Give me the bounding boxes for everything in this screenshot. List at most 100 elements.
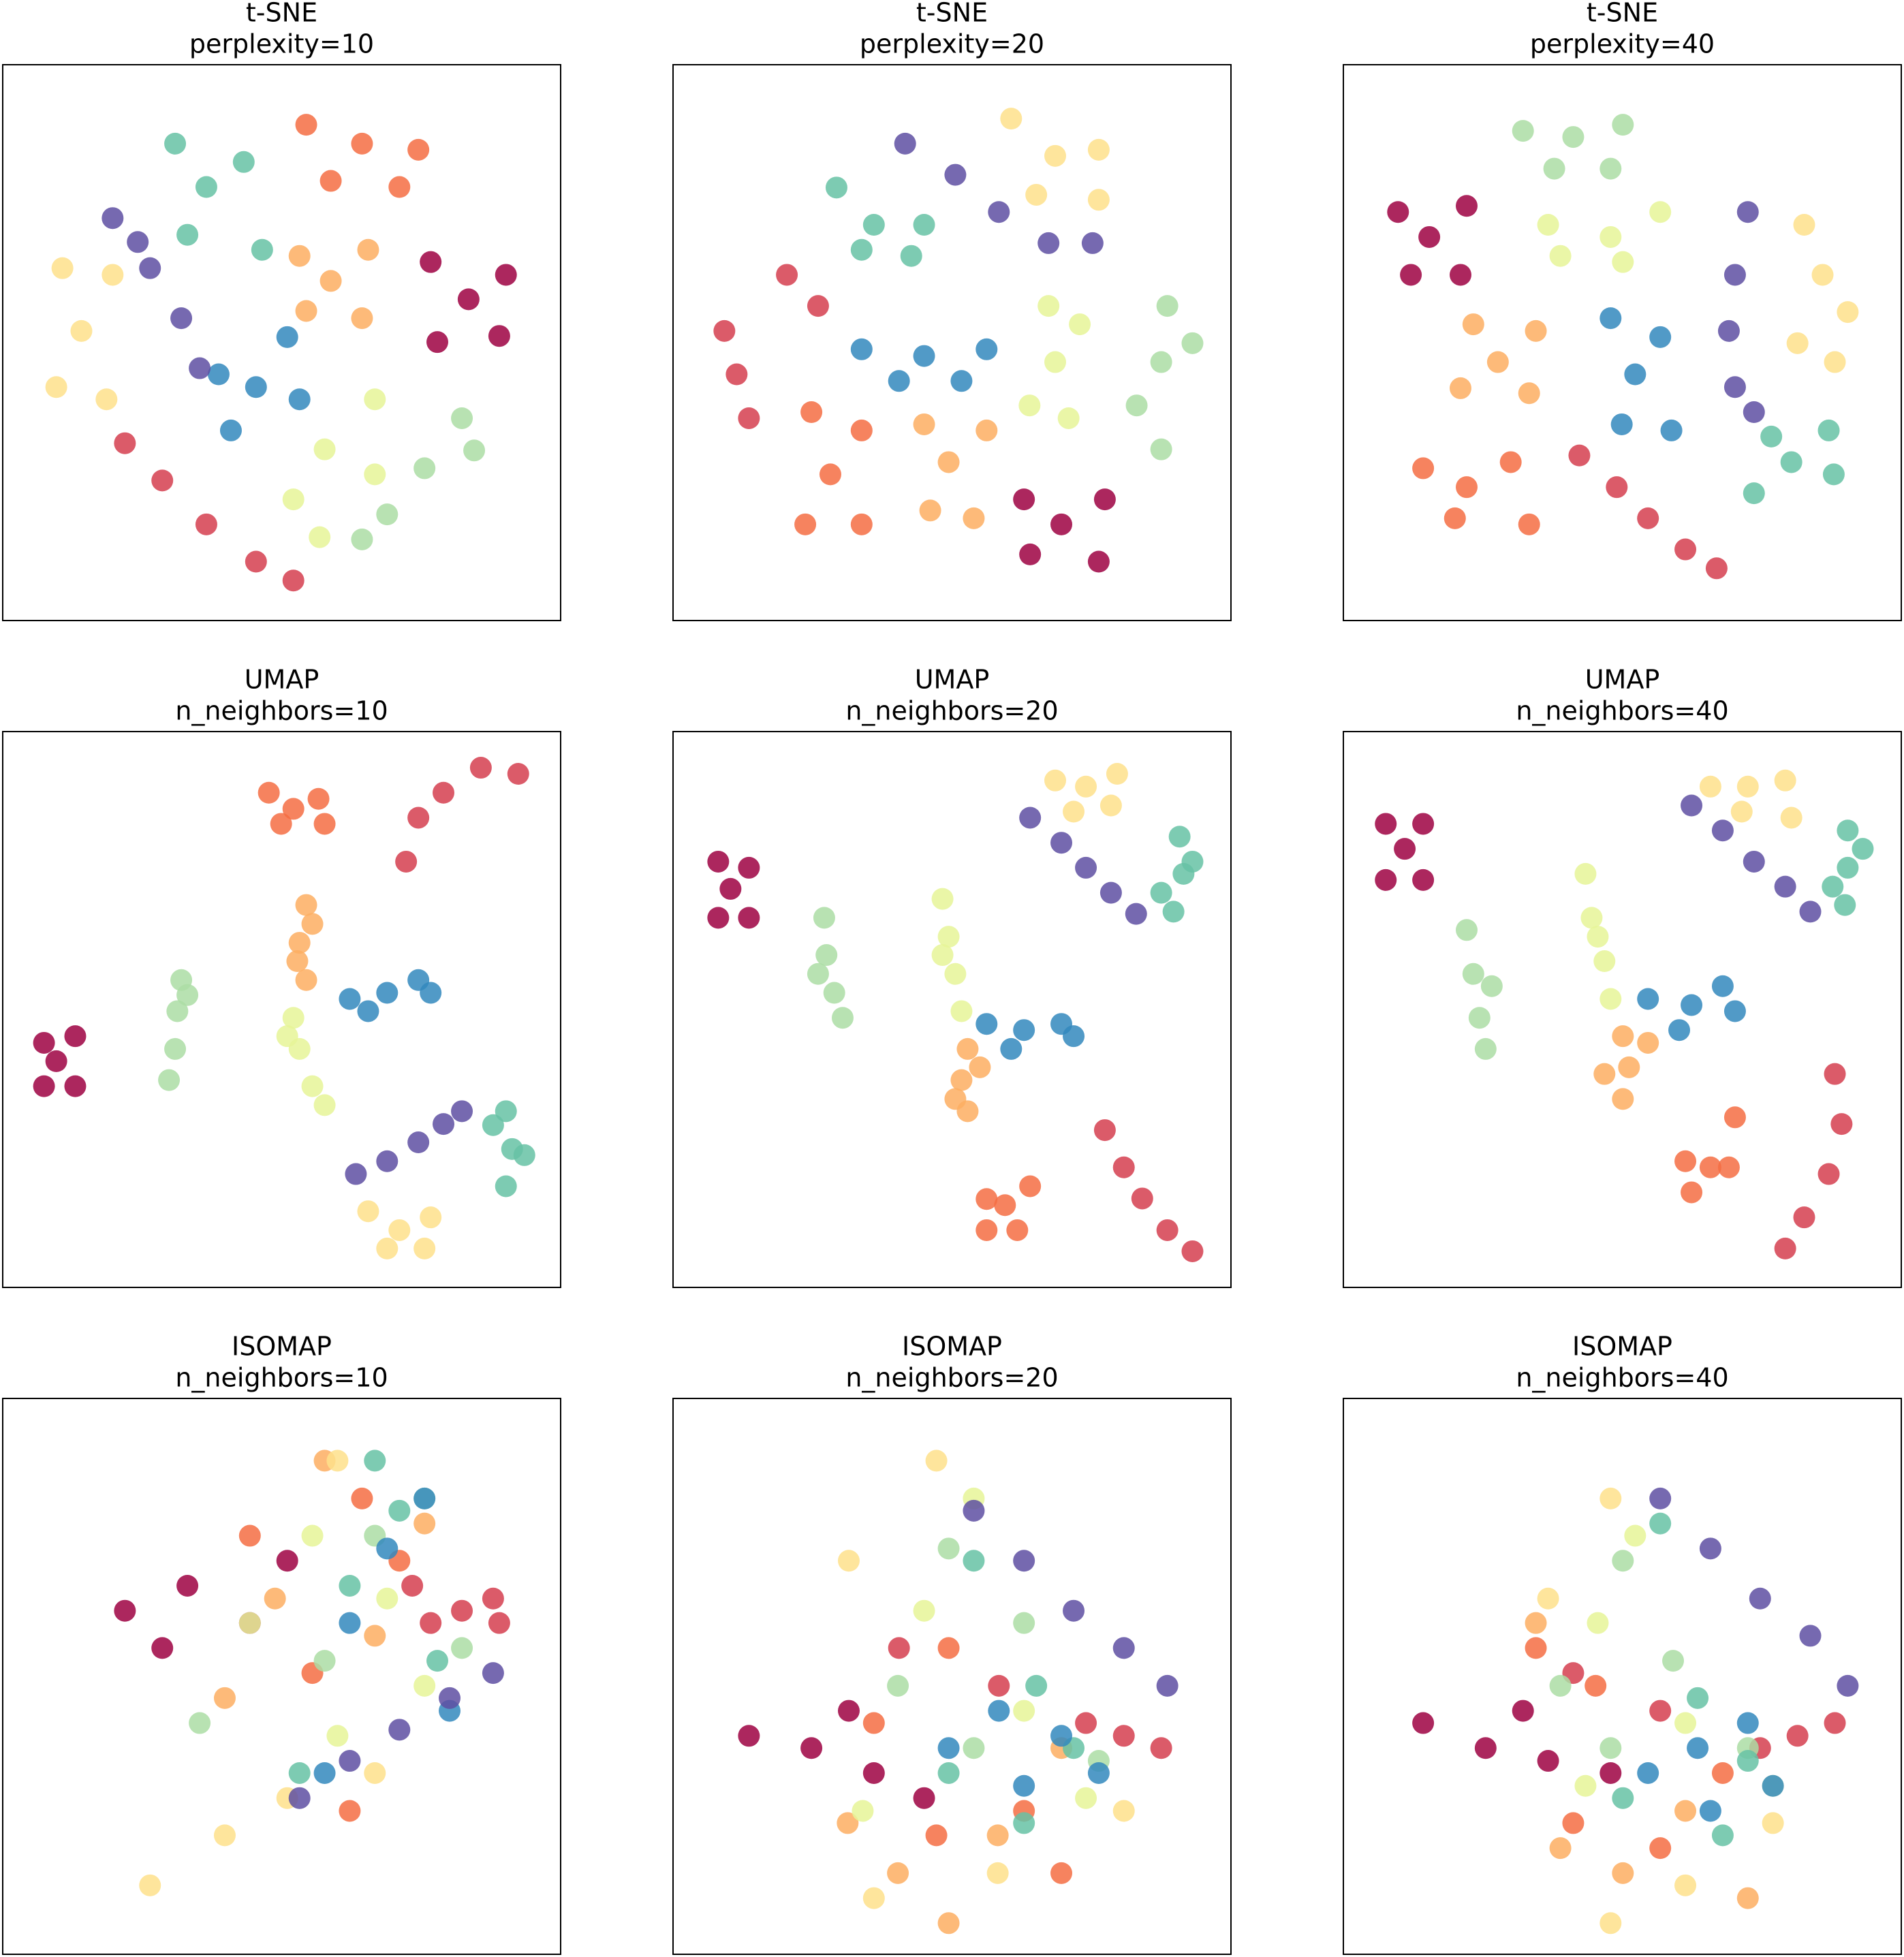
point <box>433 781 455 804</box>
point <box>319 170 342 192</box>
point <box>1760 425 1783 448</box>
point <box>1131 1187 1153 1210</box>
point <box>451 1637 473 1659</box>
point <box>364 1762 386 1784</box>
point <box>288 1787 311 1809</box>
point <box>195 176 217 198</box>
axes-frame <box>1343 64 1902 621</box>
point <box>707 907 730 929</box>
point <box>351 307 373 330</box>
point <box>1822 875 1844 898</box>
point <box>1156 295 1179 317</box>
point <box>950 1069 973 1091</box>
point <box>1793 214 1815 236</box>
point <box>45 1050 67 1072</box>
point <box>251 238 273 261</box>
point <box>1743 482 1765 505</box>
point <box>1649 1487 1672 1509</box>
point <box>1480 975 1503 997</box>
point <box>1780 807 1802 829</box>
point <box>1468 1007 1491 1029</box>
point <box>345 1163 367 1185</box>
point <box>850 513 873 535</box>
point <box>488 1612 510 1634</box>
point <box>1699 775 1721 798</box>
point <box>1780 451 1802 473</box>
point <box>1050 1725 1073 1747</box>
point <box>1462 962 1484 985</box>
point <box>1474 1737 1497 1759</box>
point <box>1037 295 1060 317</box>
point <box>1455 195 1478 217</box>
point <box>1743 850 1765 873</box>
point <box>1649 201 1672 223</box>
point <box>1599 988 1622 1010</box>
point <box>1412 813 1435 835</box>
point <box>1044 144 1067 167</box>
point <box>357 1200 379 1223</box>
point <box>862 1887 885 1909</box>
point <box>862 1712 885 1734</box>
point <box>1112 1800 1135 1822</box>
point <box>1549 1837 1572 1860</box>
point <box>495 1100 517 1123</box>
point <box>937 1737 960 1759</box>
point <box>738 407 760 429</box>
chart-title: UMAP <box>245 665 319 695</box>
point <box>114 1599 136 1622</box>
point <box>1037 232 1060 254</box>
point <box>1075 856 1097 879</box>
point <box>852 1800 874 1822</box>
chart-subtitle: perplexity=10 <box>189 29 374 59</box>
point <box>64 1025 87 1048</box>
point <box>1013 1612 1035 1634</box>
point <box>207 363 230 386</box>
point <box>1093 1119 1116 1142</box>
point <box>1013 1019 1035 1042</box>
point <box>64 1075 87 1097</box>
point <box>1486 351 1509 373</box>
point <box>326 1450 349 1472</box>
point <box>339 988 361 1010</box>
point <box>1562 126 1585 148</box>
point <box>1837 856 1859 879</box>
point <box>862 214 885 236</box>
point <box>888 1637 910 1659</box>
point <box>1013 1812 1035 1834</box>
point <box>1044 351 1067 373</box>
point <box>976 338 998 360</box>
point <box>1606 476 1628 499</box>
point <box>738 907 760 929</box>
point <box>963 1737 985 1759</box>
point <box>1593 1063 1616 1085</box>
point <box>937 1912 960 1935</box>
point <box>1580 907 1603 929</box>
point <box>326 1725 349 1747</box>
chart-title: UMAP <box>915 665 990 695</box>
point <box>1000 108 1023 130</box>
point <box>469 757 492 779</box>
point <box>913 1787 935 1809</box>
point <box>282 488 305 511</box>
point <box>738 856 760 879</box>
point <box>413 457 436 480</box>
point <box>433 1113 455 1136</box>
point <box>339 1800 361 1822</box>
point <box>1499 451 1522 473</box>
point <box>913 214 935 236</box>
point <box>102 264 124 286</box>
point <box>270 813 292 835</box>
point <box>937 1762 960 1784</box>
point <box>1525 1637 1547 1659</box>
point <box>1150 438 1172 460</box>
point <box>913 1599 935 1622</box>
point <box>1599 1487 1622 1509</box>
point <box>1081 232 1104 254</box>
point <box>956 1037 979 1060</box>
point <box>364 463 386 486</box>
point <box>376 1587 399 1610</box>
point <box>1063 1599 1085 1622</box>
point <box>70 319 93 342</box>
point <box>1599 307 1622 330</box>
point <box>282 1007 305 1029</box>
